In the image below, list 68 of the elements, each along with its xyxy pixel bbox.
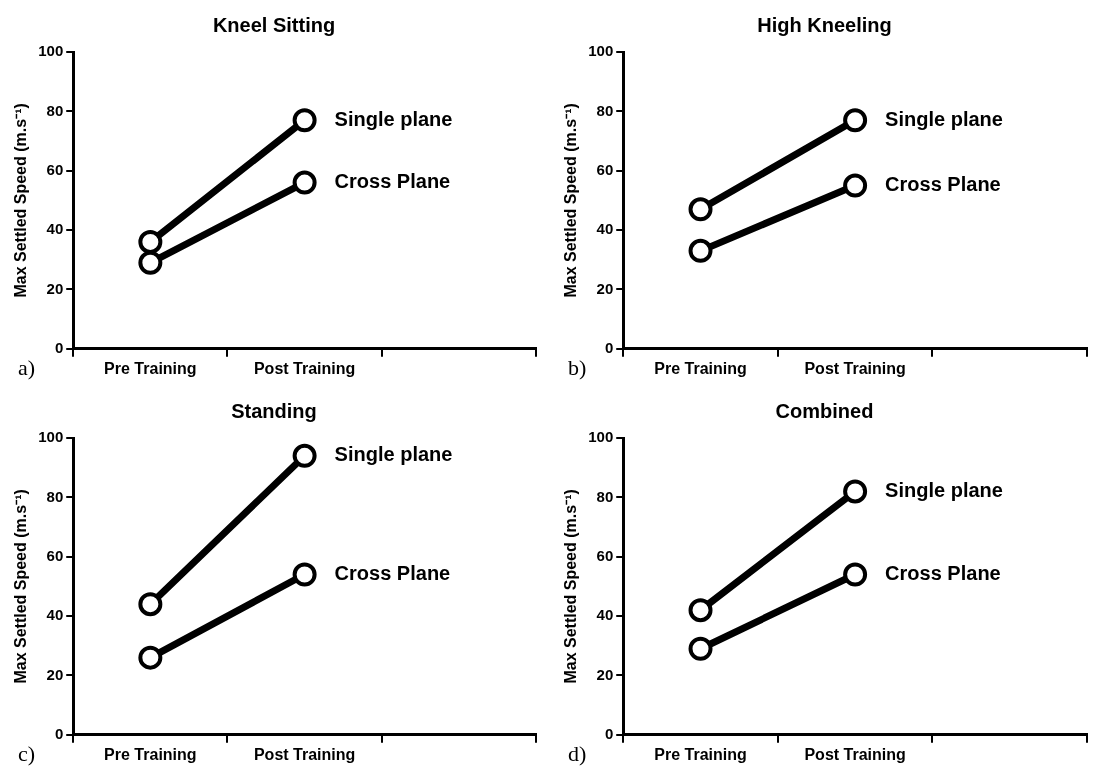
point bbox=[843, 479, 868, 504]
y-tick-label: 0 bbox=[54, 338, 64, 356]
chart-title: Combined bbox=[775, 399, 874, 422]
y-tick-label: 100 bbox=[588, 42, 614, 60]
y-tick-label: 80 bbox=[596, 487, 614, 505]
series-label: Single plane bbox=[885, 478, 1003, 501]
series-label: Cross Plane bbox=[885, 173, 1001, 196]
point bbox=[292, 170, 317, 195]
y-tick-label: 20 bbox=[46, 279, 64, 297]
x-tick-label: Post Training bbox=[253, 745, 356, 763]
y-tick-label: 80 bbox=[46, 101, 64, 119]
chart-title: High Kneeling bbox=[757, 13, 892, 36]
y-axis-title: Max Settled Speed (m.s⁻¹) bbox=[12, 103, 30, 298]
point bbox=[138, 645, 163, 670]
x-tick-label: Pre Training bbox=[104, 745, 197, 763]
y-tick-label: 100 bbox=[588, 428, 614, 446]
y-tick-label: 100 bbox=[38, 428, 64, 446]
point bbox=[138, 592, 163, 617]
y-tick-label: 40 bbox=[596, 606, 614, 624]
point bbox=[688, 238, 713, 263]
y-tick-label: 0 bbox=[604, 338, 614, 356]
x-tick-label: Pre Training bbox=[654, 359, 747, 377]
y-tick-label: 80 bbox=[46, 487, 64, 505]
point bbox=[138, 250, 163, 275]
y-tick-label: 60 bbox=[596, 546, 614, 564]
point bbox=[688, 636, 713, 661]
series-label: Single plane bbox=[334, 107, 453, 130]
series-label: Single plane bbox=[885, 107, 1003, 130]
text: b) bbox=[568, 354, 587, 380]
x-tick-label: Post Training bbox=[253, 359, 356, 377]
x-tick-label: Post Training bbox=[804, 745, 906, 763]
text: a) bbox=[18, 354, 36, 380]
y-tick-label: 40 bbox=[596, 220, 614, 238]
point bbox=[292, 108, 317, 133]
y-tick-label: 80 bbox=[596, 101, 614, 119]
point bbox=[843, 562, 868, 587]
text: d) bbox=[568, 740, 587, 766]
y-axis-title: Max Settled Speed (m.s⁻¹) bbox=[12, 489, 30, 684]
chart-title: Standing bbox=[231, 399, 317, 422]
y-tick-label: 20 bbox=[596, 665, 614, 683]
series-label: Cross Plane bbox=[334, 562, 451, 585]
x-tick-label: Pre Training bbox=[654, 745, 747, 763]
y-tick-label: 20 bbox=[596, 279, 614, 297]
point bbox=[843, 173, 868, 198]
y-tick-label: 20 bbox=[46, 665, 64, 683]
y-tick-label: 40 bbox=[46, 220, 64, 238]
series-label: Cross Plane bbox=[885, 562, 1001, 585]
y-axis-title: Max Settled Speed (m.s⁻¹) bbox=[562, 103, 580, 298]
point bbox=[292, 443, 317, 468]
y-tick-label: 60 bbox=[46, 546, 64, 564]
point bbox=[688, 598, 713, 623]
y-tick-label: 60 bbox=[46, 160, 64, 178]
chart-title: Kneel Sitting bbox=[212, 13, 336, 36]
y-tick-label: 40 bbox=[46, 606, 64, 624]
text: c) bbox=[18, 740, 36, 766]
x-tick-label: Pre Training bbox=[104, 359, 197, 377]
y-axis-title: Max Settled Speed (m.s⁻¹) bbox=[562, 489, 580, 684]
series-label: Cross Plane bbox=[334, 170, 451, 193]
y-tick-label: 100 bbox=[38, 42, 64, 60]
point bbox=[843, 108, 868, 133]
series-label: Single plane bbox=[334, 443, 453, 466]
point bbox=[292, 562, 317, 587]
x-tick-label: Post Training bbox=[804, 359, 906, 377]
point bbox=[138, 229, 163, 254]
y-tick-label: 0 bbox=[54, 724, 64, 742]
y-tick-label: 60 bbox=[596, 160, 614, 178]
point bbox=[688, 197, 713, 222]
y-tick-label: 0 bbox=[604, 724, 614, 742]
